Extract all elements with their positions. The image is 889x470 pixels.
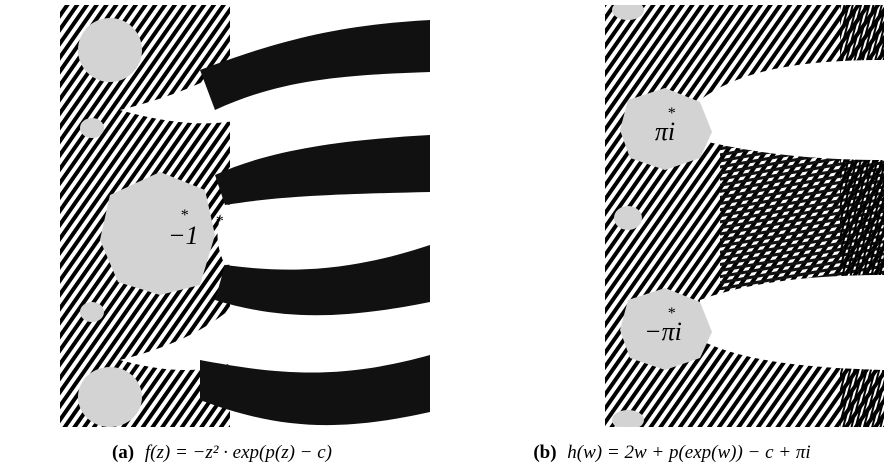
caption: (a) f(z) = −z² · exp(p(z) − c) [112, 442, 332, 463]
gray-blob [80, 302, 104, 322]
gray-blob [78, 367, 142, 427]
caption-label: (b) [533, 442, 556, 463]
annotation: −πi [644, 317, 682, 346]
panel-a: * −1 * [4, 4, 441, 428]
gray-blob [78, 18, 142, 82]
gray-blob [614, 206, 642, 230]
gray-blob [80, 118, 104, 138]
caption-label: (a) [112, 442, 134, 463]
caption: (b) h(w) = 2w + p(exp(w)) − c + πi [533, 442, 810, 463]
caption-formula: h(w) = 2w + p(exp(w)) − c + πi [567, 442, 810, 463]
panel-b: * πi * −πi [458, 0, 885, 430]
annotation: −1 [168, 221, 199, 250]
figure: * −1 * * πi * −πi (a) f(z) = −z² · exp(p… [0, 0, 889, 470]
annotation: πi [655, 117, 675, 146]
caption-formula: f(z) = −z² · exp(p(z) − c) [145, 442, 332, 463]
gray-blob [612, 0, 644, 20]
annotation: * [215, 213, 223, 230]
gray-blob [612, 410, 644, 430]
